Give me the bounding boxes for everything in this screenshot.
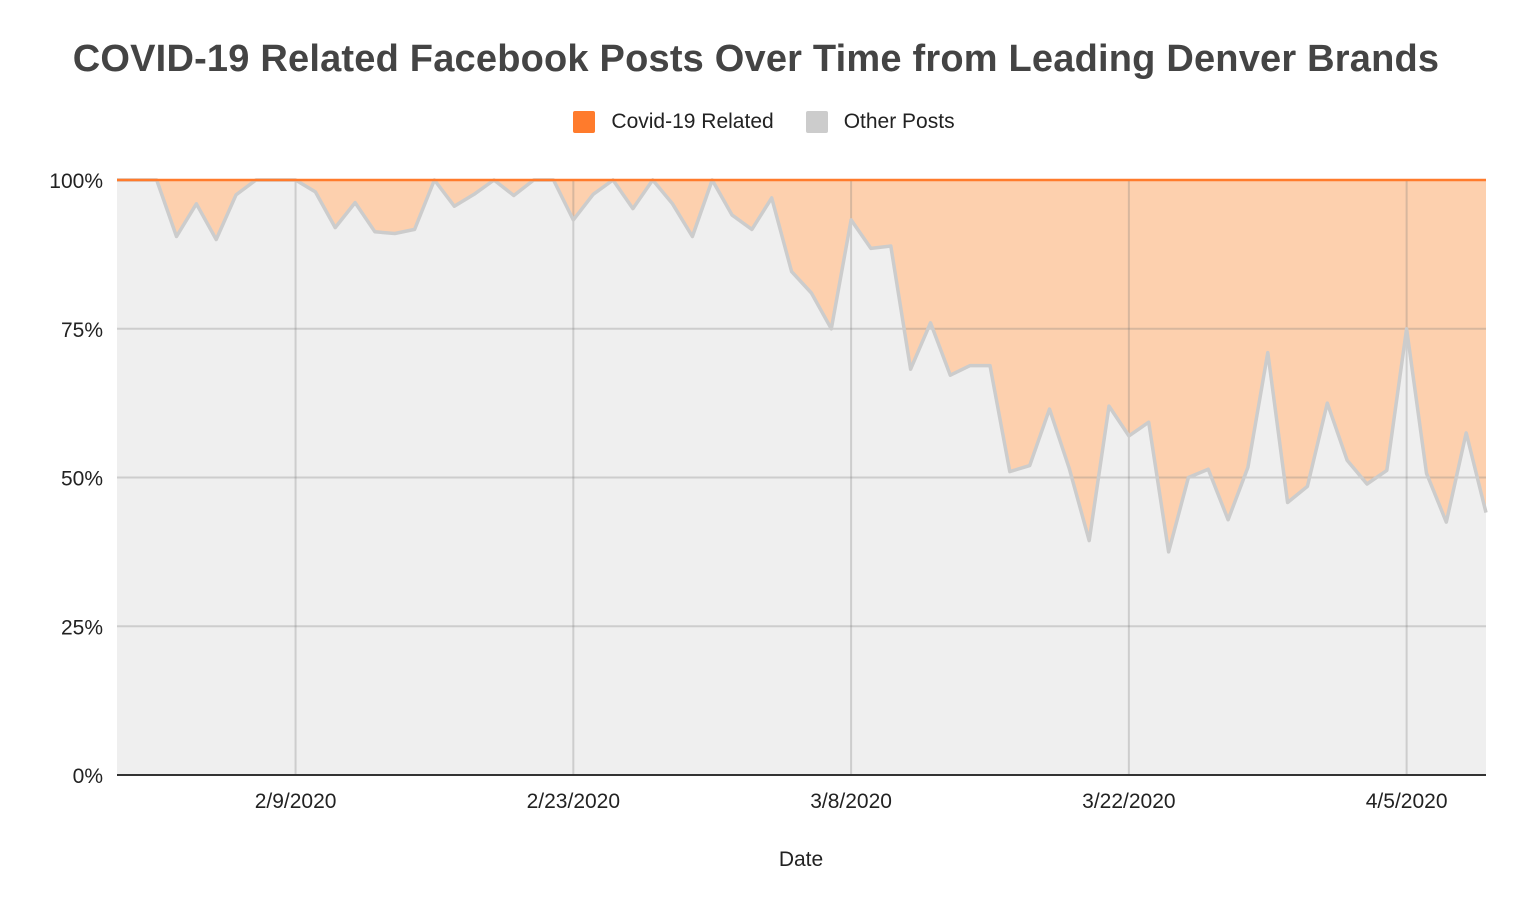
y-tick-label-75: 75% (61, 319, 103, 342)
legend-item-covid[interactable]: Covid-19 Related (573, 110, 774, 134)
y-tick-label-0: 0% (73, 765, 103, 788)
y-tick-label-50: 50% (61, 468, 103, 491)
plot-area: 0% 25% 50% 75% 100% 2/9/2020 2/23/2020 3/8/2020… (49, 170, 1488, 871)
legend-swatch-other (805, 111, 828, 133)
x-tick-label-1: 2/23/2020 (527, 790, 620, 813)
legend-label-other: Other Posts (843, 110, 955, 133)
legend-item-other[interactable]: Other Posts (805, 110, 955, 134)
x-tick-label-0: 2/9/2020 (255, 790, 337, 813)
other-posts-area (117, 180, 1486, 775)
other-posts-line (117, 178, 1488, 554)
x-tick-label-4: 4/5/2020 (1366, 790, 1448, 813)
y-tick-label-25: 25% (61, 616, 103, 639)
x-tick-label-2: 3/8/2020 (810, 790, 892, 813)
x-axis-title: Date (779, 848, 823, 871)
legend: Covid-19 Related Other Posts (0, 110, 1528, 134)
chart-title: COVID-19 Related Facebook Posts Over Tim… (72, 38, 1440, 80)
legend-label-covid: Covid-19 Related (611, 110, 774, 133)
x-tick-label-3: 3/22/2020 (1082, 790, 1175, 813)
legend-swatch-covid (573, 111, 596, 133)
y-tick-label-100: 100% (49, 170, 103, 193)
